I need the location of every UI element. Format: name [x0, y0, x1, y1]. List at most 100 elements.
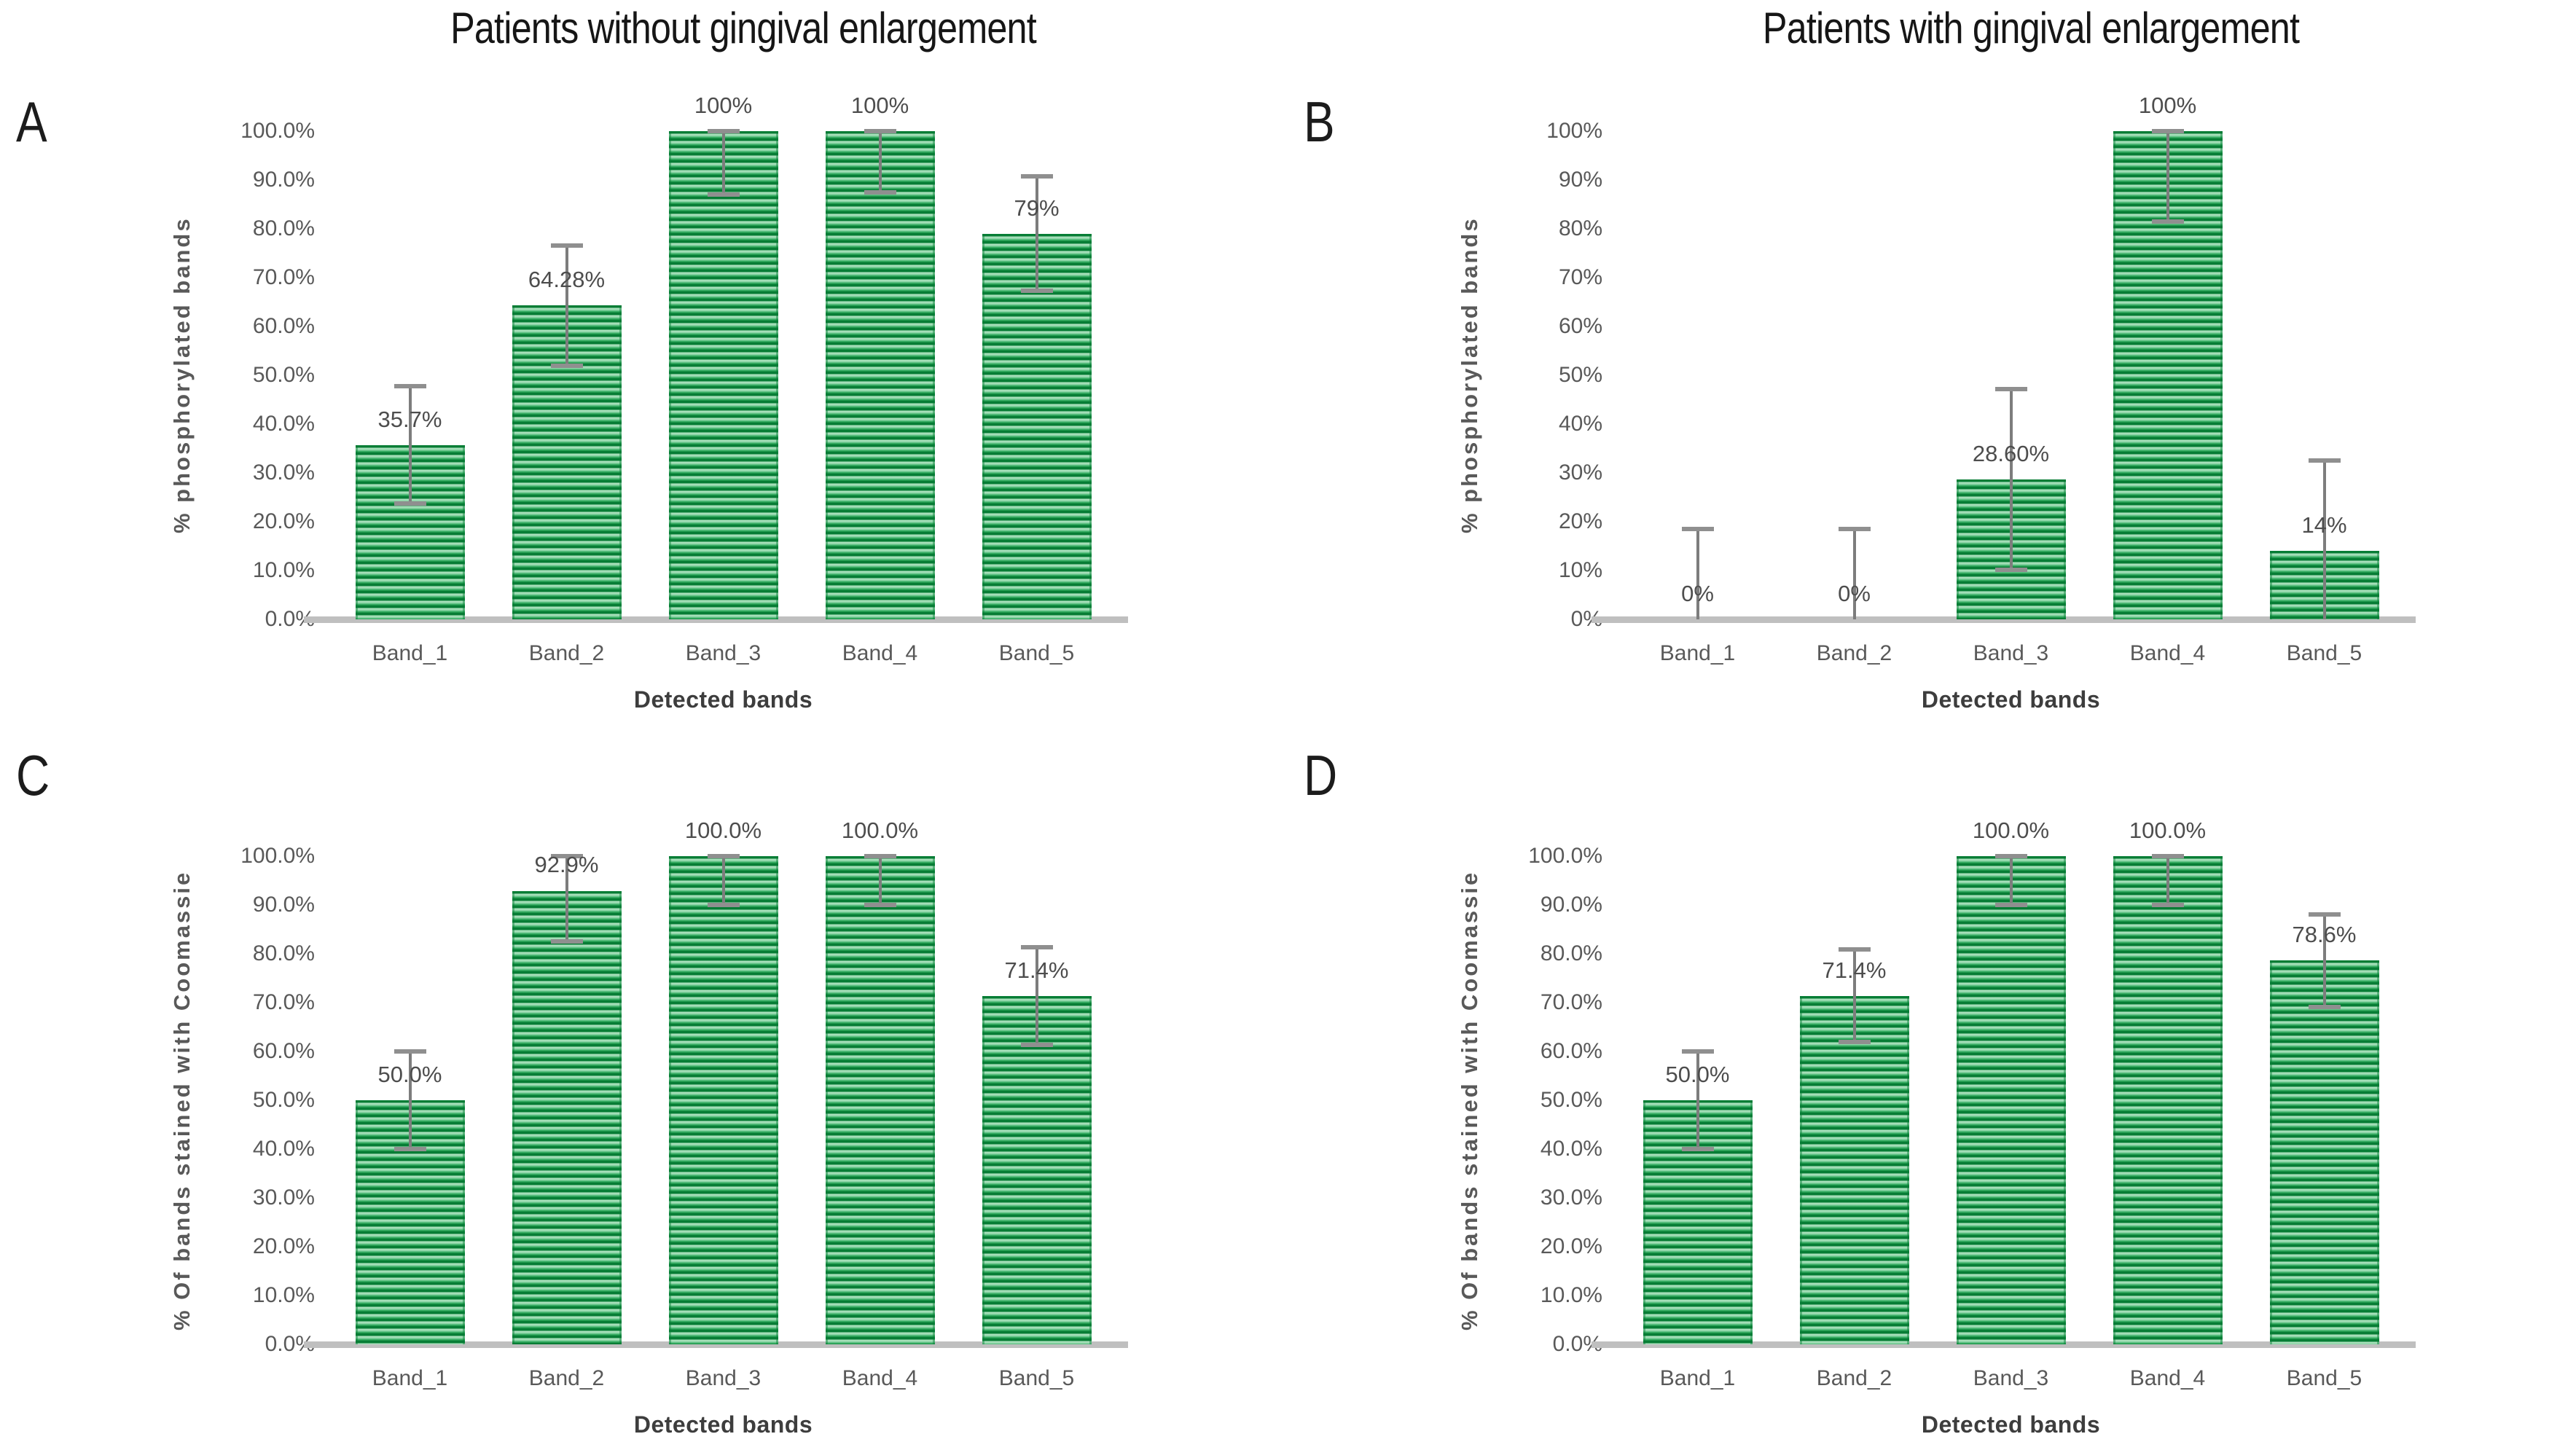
error-bar-line: [1696, 1051, 1699, 1149]
error-bar-line: [1852, 529, 1856, 619]
category-slot: 0%: [1619, 131, 1776, 619]
x-axis-labels-b: Band_1 Band_2 Band_3 Band_4 Band_5: [1619, 641, 2403, 666]
error-bar-cap-bottom: [2151, 219, 2184, 224]
panel-letter-c: C: [16, 743, 50, 807]
y-tick-label: 80.0%: [1540, 941, 1602, 965]
y-tick-label: 90.0%: [1540, 893, 1602, 917]
error-bar-cap-bottom: [394, 1147, 426, 1151]
y-tick-label: 80.0%: [252, 216, 315, 240]
bar: [668, 131, 778, 619]
y-tick-label: 20.0%: [1540, 1234, 1602, 1258]
error-bar-cap-bottom: [1994, 903, 2027, 907]
y-tick-label: 30.0%: [252, 1186, 315, 1210]
x-axis-line: [1592, 616, 2416, 623]
y-tick-label: 100.0%: [240, 119, 315, 143]
panel-letter-a: A: [16, 90, 47, 154]
y-axis-ticks-c: 100.0% 90.0% 80.0% 70.0% 60.0% 50.0% 40.0% 30.0…: [191, 845, 315, 1355]
bar: [825, 131, 935, 619]
x-tick-label: Band_2: [1816, 641, 1892, 665]
error-bar-cap-top: [394, 384, 426, 389]
category-slot: 14%: [2246, 131, 2403, 619]
y-tick-label: 10.0%: [252, 558, 315, 582]
y-tick-label: 70.0%: [1540, 990, 1602, 1014]
y-tick-label: 30%: [1558, 461, 1602, 485]
error-bar-cap-top: [2308, 458, 2341, 463]
error-bar-line: [565, 856, 568, 942]
error-bar-cap-bottom: [1994, 568, 2027, 573]
error-bar-cap-bottom: [864, 903, 896, 907]
plot-area-a: 35.7% 64.28% 100% 100% 79%: [304, 93, 1128, 623]
error-bar-cap-top: [707, 129, 740, 133]
y-tick-label: 100%: [1546, 119, 1602, 143]
x-axis-title-a: Detected bands: [633, 686, 813, 713]
y-tick-label: 90%: [1558, 168, 1602, 192]
x-tick-label: Band_4: [842, 641, 918, 665]
error-bar-cap-bottom: [707, 903, 740, 907]
x-tick-label: Band_2: [528, 641, 605, 665]
y-axis-ticks-a: 100.0% 90.0% 80.0% 70.0% 60.0% 50.0% 40.0% 30.0…: [191, 120, 315, 630]
y-tick-label: 80%: [1558, 216, 1602, 240]
panel-letter-b: B: [1304, 90, 1335, 154]
y-tick-label: 60.0%: [252, 314, 315, 338]
error-bar-cap-top: [2151, 129, 2184, 133]
error-bar-cap-bottom: [864, 189, 896, 195]
error-bar-cap-top: [864, 854, 896, 858]
category-slot: 100.0%: [1933, 818, 2089, 1344]
data-label: 64.28%: [528, 267, 606, 293]
bar: [825, 856, 935, 1344]
error-bar-cap-top: [1681, 527, 1714, 532]
y-tick-label: 60%: [1558, 314, 1602, 338]
y-tick-label: 80.0%: [252, 941, 315, 965]
category-slot: 28.60%: [1933, 131, 2089, 619]
y-tick-label: 60.0%: [252, 1039, 315, 1063]
error-bar-line: [2009, 389, 2013, 571]
data-label: 78.6%: [2292, 922, 2357, 948]
data-label: 0%: [1838, 580, 1871, 606]
error-bar-line: [2166, 856, 2169, 905]
data-label: 79%: [1014, 195, 1060, 221]
data-label: 71.4%: [1004, 957, 1069, 983]
error-bar-cap-top: [2308, 912, 2341, 917]
x-tick-label: Band_1: [1659, 1366, 1736, 1390]
category-slot: 100%: [2089, 93, 2246, 619]
y-tick-label: 40.0%: [252, 412, 315, 436]
x-tick-label: Band_3: [1973, 1366, 2049, 1390]
bar: [2269, 960, 2379, 1344]
category-slot: 35.7%: [332, 131, 488, 619]
error-bar-cap-bottom: [550, 939, 583, 944]
error-bar-cap-top: [1838, 947, 1871, 952]
x-tick-label: Band_2: [1816, 1366, 1892, 1390]
error-bar-line: [1035, 947, 1038, 1045]
panel-d: D % Of bands stained with Coomassie 100.…: [1288, 725, 2576, 1450]
x-tick-label: Band_5: [998, 1366, 1075, 1390]
x-axis-labels-c: Band_1 Band_2 Band_3 Band_4 Band_5: [332, 1366, 1115, 1391]
category-slot: 100.0%: [2089, 818, 2246, 1344]
x-axis-labels-a: Band_1 Band_2 Band_3 Band_4 Band_5: [332, 641, 1115, 666]
category-slot: 79%: [958, 131, 1115, 619]
error-bar-cap-top: [1994, 387, 2027, 392]
error-bar-cap-bottom: [707, 192, 740, 197]
y-axis-ticks-b: 100% 90% 80% 70% 60% 50% 40% 30% 20% 10% 0%: [1479, 120, 1602, 630]
x-axis-title-d: Detected bands: [1921, 1411, 2101, 1438]
bar: [982, 995, 1092, 1344]
y-tick-label: 10.0%: [252, 1283, 315, 1307]
chart-title-b: Patients with gingival enlargement: [1762, 4, 2300, 52]
y-tick-label: 100.0%: [240, 844, 315, 868]
category-slot: 100.0%: [802, 818, 958, 1344]
y-tick-label: 70.0%: [252, 265, 315, 289]
x-axis-line: [304, 616, 1128, 623]
error-bar-cap-bottom: [550, 363, 583, 368]
x-tick-label: Band_1: [1659, 641, 1736, 665]
category-slot: 71.4%: [1776, 856, 1933, 1344]
category-slot: 78.6%: [2246, 856, 2403, 1344]
error-bar-line: [408, 386, 412, 504]
data-label: 100%: [694, 92, 753, 118]
y-tick-label: 20.0%: [252, 509, 315, 533]
x-tick-label: Band_2: [528, 1366, 605, 1390]
y-tick-label: 50.0%: [1540, 1088, 1602, 1112]
x-axis-labels-d: Band_1 Band_2 Band_3 Band_4 Band_5: [1619, 1366, 2403, 1391]
error-bar-cap-top: [550, 854, 583, 858]
data-label: 71.4%: [1822, 957, 1887, 983]
x-tick-label: Band_3: [1973, 641, 2049, 665]
